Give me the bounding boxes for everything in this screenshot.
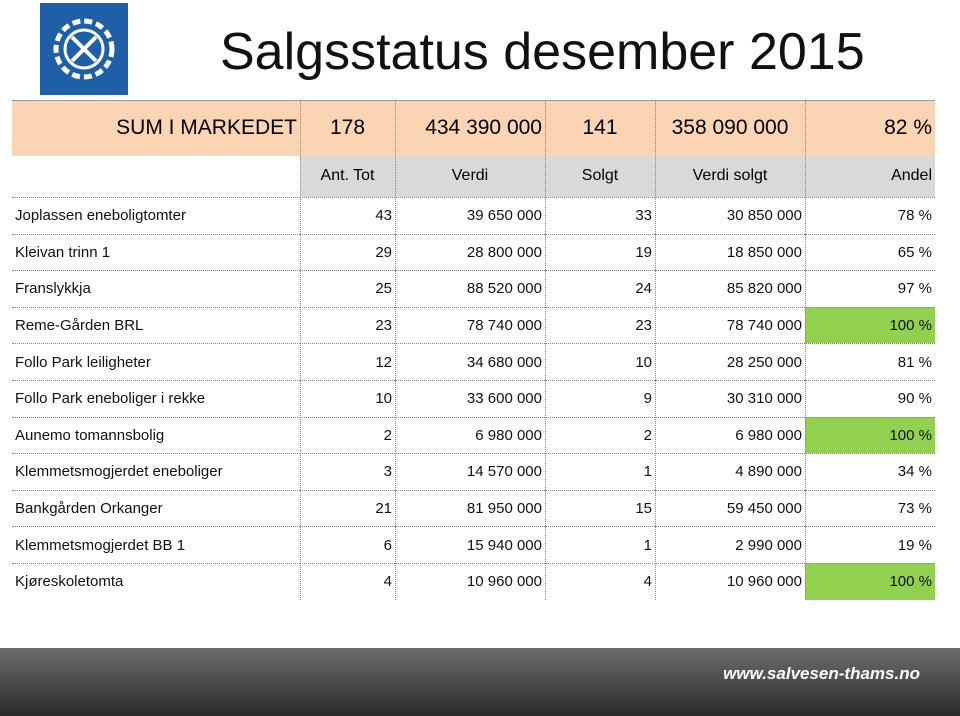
header-cell: Andel xyxy=(891,167,932,184)
row-cell: 10 xyxy=(300,380,395,417)
row-label: Klemmetsmogjerdet BB 1 xyxy=(12,526,300,563)
summary-cell: 358 090 000 xyxy=(671,115,789,139)
row-cell: 15 940 000 xyxy=(395,526,545,563)
row-cell: 2 xyxy=(545,416,655,454)
row-cell: 19 xyxy=(545,233,655,271)
column-rule xyxy=(655,100,656,600)
row-cell: 28 250 000 xyxy=(655,343,805,380)
column-rule xyxy=(300,100,301,600)
row-cell: 28 800 000 xyxy=(395,233,545,271)
row-cell: 4 xyxy=(545,563,655,600)
row-cell: 65 % xyxy=(805,233,935,271)
row-cell: 59 450 000 xyxy=(655,489,805,527)
row-cell: 39 650 000 xyxy=(395,197,545,234)
row-cell: 1 xyxy=(545,526,655,563)
row-cell: 1 xyxy=(545,453,655,490)
row-cell: 12 xyxy=(300,343,395,380)
row-cell: 14 570 000 xyxy=(395,453,545,490)
row-label: Aunemo tomannsbolig xyxy=(12,416,300,454)
header-cell: Verdi xyxy=(451,167,489,184)
row-cell: 78 740 000 xyxy=(395,306,545,344)
row-label: Bankgården Orkanger xyxy=(12,489,300,527)
header-cell: Solgt xyxy=(581,167,619,184)
summary-cell: 434 390 000 xyxy=(425,115,542,139)
summary-cell: 178 xyxy=(329,115,366,139)
row-cell: 73 % xyxy=(805,489,935,527)
row-cell: 10 960 000 xyxy=(395,563,545,600)
row-cell: 81 % xyxy=(805,343,935,380)
row-cell: 97 % xyxy=(805,270,935,307)
row-cell: 19 % xyxy=(805,526,935,563)
row-cell: 43 xyxy=(300,197,395,234)
row-cell: 3 xyxy=(300,453,395,490)
row-label: Klemmetsmogjerdet eneboliger xyxy=(12,453,300,490)
row-cell: 21 xyxy=(300,489,395,527)
row-cell: 23 xyxy=(300,306,395,344)
row-cell: 85 820 000 xyxy=(655,270,805,307)
row-cell: 15 xyxy=(545,489,655,527)
row-cell: 9 xyxy=(545,380,655,417)
row-cell: 6 980 000 xyxy=(655,416,805,454)
row-cell: 100 % xyxy=(805,416,935,454)
row-cell: 2 990 000 xyxy=(655,526,805,563)
row-cell: 33 600 000 xyxy=(395,380,545,417)
summary-cell: SUM I MARKEDET xyxy=(116,115,297,139)
row-cell: 100 % xyxy=(805,563,935,600)
column-rule xyxy=(395,100,396,600)
row-cell: 90 % xyxy=(805,380,935,417)
footer: www.salvesen-thams.no xyxy=(0,648,960,716)
row-cell: 2 xyxy=(300,416,395,454)
row-cell: 30 310 000 xyxy=(655,380,805,417)
row-cell: 25 xyxy=(300,270,395,307)
row-cell: 10 xyxy=(545,343,655,380)
column-rule xyxy=(545,100,546,600)
column-rule xyxy=(805,100,806,600)
summary-cell: 141 xyxy=(582,115,618,139)
row-cell: 18 850 000 xyxy=(655,233,805,271)
summary-cell: 82 % xyxy=(884,115,932,139)
row-label: Follo Park leiligheter xyxy=(12,343,300,380)
row-cell: 10 960 000 xyxy=(655,563,805,600)
row-cell: 78 % xyxy=(805,197,935,234)
row-cell: 4 890 000 xyxy=(655,453,805,490)
row-cell: 24 xyxy=(545,270,655,307)
header-band xyxy=(300,155,935,197)
row-label: Reme-Gården BRL xyxy=(12,306,300,344)
row-cell: 81 950 000 xyxy=(395,489,545,527)
row-cell: 6 xyxy=(300,526,395,563)
header-cell: Ant. Tot xyxy=(320,167,375,184)
row-label: Franslykkja xyxy=(12,270,300,307)
row-cell: 33 xyxy=(545,197,655,234)
row-label: Joplassen eneboligtomter xyxy=(12,197,300,234)
summary-band xyxy=(12,100,935,156)
row-cell: 34 % xyxy=(805,453,935,490)
row-cell: 88 520 000 xyxy=(395,270,545,307)
row-label: Kjøreskoletomta xyxy=(12,563,300,600)
row-cell: 29 xyxy=(300,233,395,271)
row-cell: 34 680 000 xyxy=(395,343,545,380)
row-cell: 100 % xyxy=(805,306,935,344)
header-cell: Verdi solgt xyxy=(692,167,768,184)
footer-url: www.salvesen-thams.no xyxy=(723,664,920,683)
row-cell: 6 980 000 xyxy=(395,416,545,454)
logo xyxy=(40,3,128,95)
row-cell: 23 xyxy=(545,306,655,344)
row-cell: 4 xyxy=(300,563,395,600)
row-label: Kleivan trinn 1 xyxy=(12,233,300,271)
row-cell: 78 740 000 xyxy=(655,306,805,344)
row-cell: 30 850 000 xyxy=(655,197,805,234)
row-label: Follo Park eneboliger i rekke xyxy=(12,380,300,417)
title: Salgsstatus desember 2015 xyxy=(220,23,865,81)
